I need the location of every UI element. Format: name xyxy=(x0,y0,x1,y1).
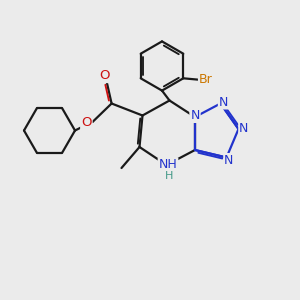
Text: H: H xyxy=(165,171,174,182)
Text: N: N xyxy=(219,95,228,109)
Text: N: N xyxy=(224,154,234,167)
Text: O: O xyxy=(81,116,92,130)
Text: O: O xyxy=(100,69,110,82)
Text: Br: Br xyxy=(199,73,213,86)
Text: N: N xyxy=(239,122,249,136)
Text: NH: NH xyxy=(159,158,177,172)
Text: N: N xyxy=(190,109,200,122)
